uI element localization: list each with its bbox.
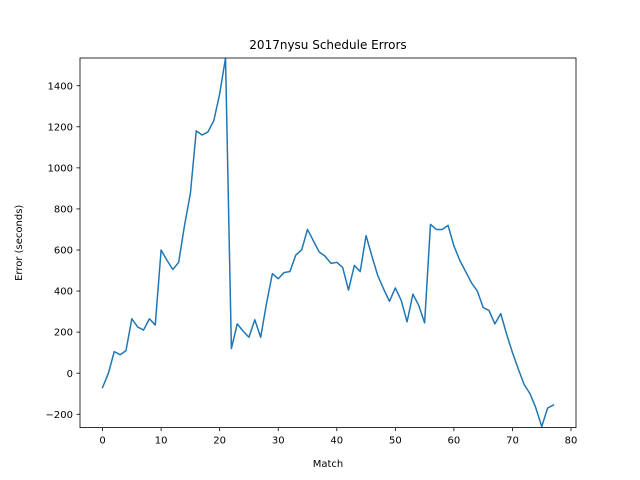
y-tick-label: 800 xyxy=(54,205,73,216)
x-tick-label: 80 xyxy=(565,436,578,447)
plot-frame xyxy=(79,57,577,429)
y-axis: −200 0 200 400 600 800 1000 1200 1400 xyxy=(46,81,80,421)
y-tick-label: 0 xyxy=(67,369,73,380)
y-tick-label: 1200 xyxy=(48,122,73,133)
chart-title: 2017nysu Schedule Errors xyxy=(249,38,406,52)
x-tick-label: 50 xyxy=(389,436,402,447)
y-tick-label: 1400 xyxy=(48,81,73,92)
x-tick-label: 0 xyxy=(99,436,105,447)
x-tick-label: 20 xyxy=(213,436,226,447)
y-tick-label: 200 xyxy=(54,328,73,339)
x-tick-label: 60 xyxy=(448,436,461,447)
x-tick-label: 10 xyxy=(155,436,168,447)
y-tick-label: 1000 xyxy=(48,163,73,174)
series-line-0 xyxy=(101,58,555,428)
plot-area xyxy=(101,58,555,428)
x-tick-label: 30 xyxy=(272,436,285,447)
y-tick-label: −200 xyxy=(46,410,73,421)
x-axis: 0 10 20 30 40 50 60 70 80 xyxy=(99,427,578,447)
x-axis-label: Match xyxy=(313,459,344,470)
y-tick-label: 600 xyxy=(54,246,73,257)
x-tick-label: 40 xyxy=(330,436,343,447)
y-axis-label: Error (seconds) xyxy=(14,205,25,281)
x-tick-label: 70 xyxy=(506,436,519,447)
y-tick-label: 400 xyxy=(54,287,73,298)
